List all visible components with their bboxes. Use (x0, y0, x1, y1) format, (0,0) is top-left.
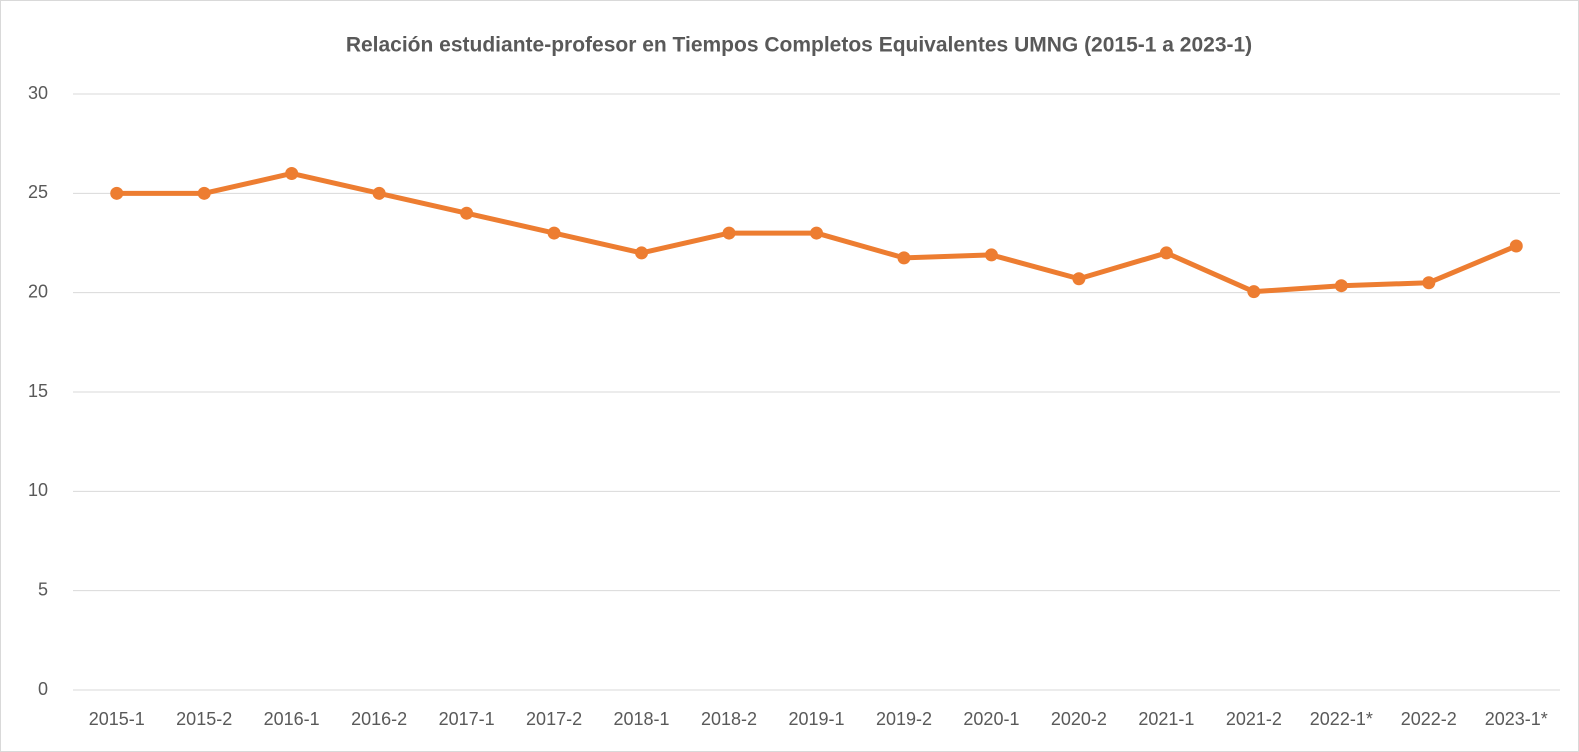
y-tick-label: 0 (38, 679, 48, 699)
data-point (197, 186, 211, 200)
data-point (285, 166, 299, 180)
y-tick-label: 10 (28, 480, 48, 500)
data-point (635, 246, 649, 260)
y-tick-label: 15 (28, 381, 48, 401)
data-point (1247, 285, 1261, 299)
data-point (372, 186, 386, 200)
x-tick-label: 2015-2 (176, 709, 232, 729)
data-point (110, 186, 124, 200)
data-point (1334, 279, 1348, 293)
data-point (547, 226, 561, 240)
chart-title: Relación estudiante-profesor en Tiempos … (346, 34, 1252, 57)
x-tick-label: 2020-2 (1051, 709, 1107, 729)
data-point (1072, 272, 1086, 286)
y-tick-label: 20 (28, 281, 48, 301)
data-point (1509, 239, 1523, 253)
x-tick-label: 2019-2 (876, 709, 932, 729)
data-point (810, 226, 823, 240)
x-tick-label: 2018-1 (614, 709, 670, 729)
data-point (1159, 246, 1173, 260)
x-tick-label: 2017-2 (526, 709, 582, 729)
x-tick-label: 2018-2 (701, 709, 757, 729)
data-point (897, 251, 911, 265)
y-tick-label: 25 (28, 182, 48, 202)
data-point (1422, 276, 1436, 290)
data-point (722, 226, 736, 240)
x-tick-label: 2022-2 (1401, 709, 1457, 729)
x-tick-label: 2019-1 (788, 709, 844, 729)
x-tick-label: 2016-1 (264, 709, 320, 729)
x-tick-label: 2015-1 (89, 709, 145, 729)
x-tick-label: 2016-2 (351, 709, 407, 729)
x-tick-label: 2021-2 (1226, 709, 1282, 729)
x-tick-label: 2021-1 (1138, 709, 1194, 729)
y-tick-label: 30 (28, 83, 48, 103)
data-point (460, 206, 474, 220)
x-tick-label: 2022-1* (1310, 709, 1373, 729)
x-tick-label: 2020-1 (963, 709, 1019, 729)
data-point (984, 248, 998, 262)
x-tick-label: 2017-1 (439, 709, 495, 729)
x-tick-label: 2023-1* (1485, 709, 1548, 729)
y-tick-label: 5 (38, 579, 48, 599)
